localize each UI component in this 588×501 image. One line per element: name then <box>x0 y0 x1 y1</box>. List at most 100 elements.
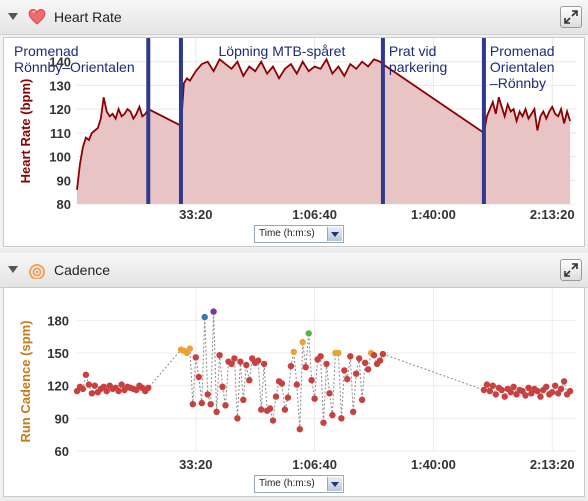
y-tick-label: 150 <box>47 346 69 361</box>
cadence-point <box>258 406 265 413</box>
cadence-point <box>566 387 574 395</box>
segment-label: Löpning MTB-spåret <box>219 43 346 59</box>
heart-rate-chart-box: Promenad Rönnby–Orientalen Löpning MTB-spå… <box>3 37 585 247</box>
segment-label: Prat vid <box>389 43 436 59</box>
cadence-panel: Cadence 60 90 120 150 180 33:20 1:06:40 1:40:00… <box>0 253 588 497</box>
cadence-point <box>483 381 491 388</box>
cadence-point <box>103 387 110 395</box>
cadence-point <box>299 338 306 346</box>
cadence-point <box>492 391 499 398</box>
cadence-point <box>320 419 327 426</box>
cadence-point <box>549 389 556 396</box>
cadence-chart: 60 90 120 150 180 33:20 1:06:40 1:40:00 2:13:20 R… <box>18 288 576 472</box>
cadence-point <box>222 402 229 409</box>
x-tick-label: 1:40:00 <box>411 207 456 222</box>
cadence-point <box>219 383 226 390</box>
cadence-point <box>237 358 244 365</box>
hr-time-select-label: Time (h:m:s) <box>259 228 315 239</box>
x-tick-label: 1:06:40 <box>292 207 337 222</box>
cad-time-select-label: Time (h:m:s) <box>259 478 315 489</box>
cadence-point <box>356 355 363 362</box>
y-tick-label: 140 <box>49 55 71 70</box>
cadence-point <box>498 386 505 394</box>
cadence-point <box>341 367 348 374</box>
segment-label: Promenad <box>490 43 555 59</box>
cadence-point <box>543 383 550 390</box>
cadence-point <box>201 313 208 321</box>
x-tick-label: 1:06:40 <box>292 457 337 472</box>
cadence-point <box>560 378 568 385</box>
cadence-point <box>311 395 318 402</box>
cadence-point <box>118 381 125 388</box>
y-tick-label: 110 <box>50 126 71 141</box>
cadence-point <box>293 381 300 388</box>
cadence-point <box>79 385 87 393</box>
cadence-point <box>350 408 357 415</box>
expand-button[interactable] <box>560 6 582 28</box>
cadence-point <box>302 364 309 371</box>
heart-rate-area <box>77 59 571 204</box>
cadence-point <box>347 353 354 360</box>
cadence-point <box>376 357 384 364</box>
segment-label: Rönnby–Orientalen <box>14 59 135 75</box>
cadence-point <box>370 352 378 359</box>
cadence-point <box>361 359 369 366</box>
cadence-point <box>228 360 235 368</box>
cadence-title: Cadence <box>54 262 111 278</box>
cadence-point <box>246 377 253 384</box>
cadence-point <box>272 393 280 400</box>
cad-time-select[interactable]: Time (h:m:s) <box>254 475 344 493</box>
cadence-point <box>145 384 152 391</box>
cadence-point <box>534 387 541 395</box>
collapse-arrow-icon[interactable] <box>8 13 18 20</box>
cadence-point <box>353 370 360 377</box>
x-tick-label: 33:20 <box>179 207 212 222</box>
cadence-point <box>278 380 286 387</box>
cadence-point <box>266 405 274 412</box>
y-tick-label: 180 <box>47 313 69 328</box>
x-tick-label: 2:13:20 <box>530 457 575 472</box>
segment-label: –Rönnby <box>490 75 546 91</box>
cadence-point <box>243 361 250 369</box>
cadence-point <box>281 406 289 413</box>
cadence-point <box>284 394 292 401</box>
y-tick-label: 120 <box>47 379 69 394</box>
segment-label: Orientalen <box>490 59 555 75</box>
cadence-point <box>255 357 262 364</box>
cadence-point <box>287 362 295 370</box>
cadence-header: Cadence <box>0 253 588 288</box>
heart-rate-panel: Heart Rate Promenad Rönnby–Orientalen Löpn… <box>0 0 588 248</box>
cadence-icon <box>29 264 45 279</box>
cadence-point <box>552 382 559 389</box>
chevron-down-icon <box>327 227 342 241</box>
heart-icon <box>28 8 46 25</box>
cadence-point <box>522 392 529 399</box>
y-tick-label: 120 <box>49 102 71 117</box>
cadence-point <box>525 384 532 391</box>
y-tick-label: 90 <box>55 411 69 426</box>
cadence-point <box>308 377 315 384</box>
segment-label: parkering <box>389 59 447 75</box>
cadence-point <box>240 396 247 403</box>
cadence-point <box>269 417 277 424</box>
cadence-point <box>317 353 324 360</box>
y-axis-label: Heart Rate (bpm) <box>18 79 33 184</box>
y-tick-label: 130 <box>49 78 71 93</box>
expand-icon <box>564 10 578 24</box>
cadence-point <box>189 401 196 408</box>
cadence-point <box>85 381 93 388</box>
cadence-point <box>91 382 99 389</box>
cadence-point <box>231 355 238 362</box>
cadence-point <box>213 408 220 415</box>
cadence-point <box>234 415 241 422</box>
segment-label: Promenad <box>14 43 79 59</box>
collapse-arrow-icon[interactable] <box>8 266 18 273</box>
cadence-point <box>198 399 205 407</box>
hr-time-select[interactable]: Time (h:m:s) <box>254 225 344 243</box>
cadence-point <box>305 330 312 337</box>
y-tick-label: 80 <box>57 197 71 212</box>
expand-button[interactable] <box>560 259 582 281</box>
cadence-point <box>335 349 342 357</box>
y-tick-label: 90 <box>57 173 71 188</box>
